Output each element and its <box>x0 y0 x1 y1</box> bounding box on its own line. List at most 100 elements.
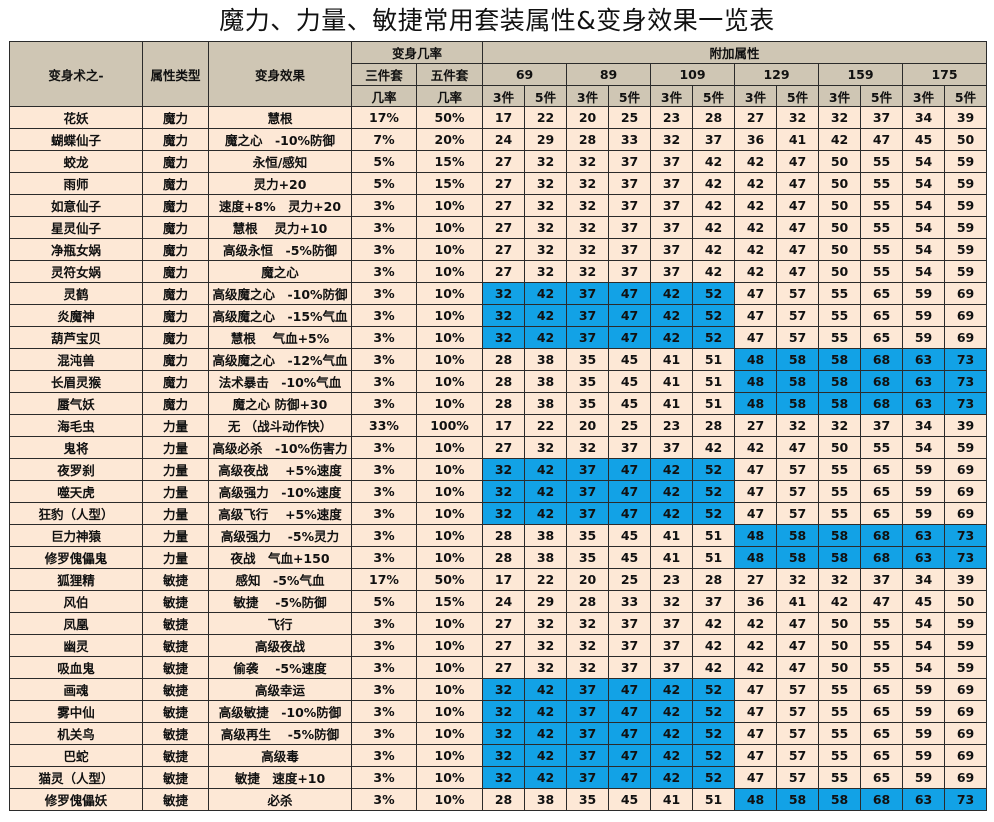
header-level: 89 <box>566 63 652 86</box>
cell-bonus: 37 <box>650 260 694 283</box>
cell-bonus: 47 <box>776 194 820 217</box>
table-row: 蛟龙 魔力 永恒/感知 5% 15% 27 32 32 37 37 42 42 47 50 55 54 59 <box>9 150 988 173</box>
cell-bonus: 32 <box>566 150 610 173</box>
cell-bonus: 50 <box>818 436 862 459</box>
cell-bonus: 17 <box>482 568 526 591</box>
cell-rate-3: 3% <box>351 524 417 547</box>
cell-rate-3: 3% <box>351 612 417 635</box>
header-level: 175 <box>902 63 988 86</box>
cell-type: 敏捷 <box>142 612 209 635</box>
header-three-set: 三件套 <box>351 63 417 86</box>
cell-bonus: 27 <box>482 260 526 283</box>
cell-bonus: 55 <box>860 172 904 195</box>
cell-bonus: 42 <box>650 744 694 767</box>
cell-bonus: 24 <box>482 128 526 151</box>
header-piece3: 3件 <box>818 85 862 107</box>
cell-name: 蜃气妖 <box>9 392 143 415</box>
cell-bonus: 50 <box>944 128 988 151</box>
cell-rate-5: 10% <box>415 656 484 679</box>
cell-bonus: 33 <box>608 590 652 613</box>
cell-bonus: 59 <box>902 744 946 767</box>
cell-bonus: 37 <box>650 436 694 459</box>
cell-bonus: 45 <box>608 546 652 569</box>
cell-bonus: 32 <box>566 656 610 679</box>
cell-bonus: 37 <box>608 150 652 173</box>
cell-bonus: 42 <box>524 744 568 767</box>
table-row: 葫芦宝贝 魔力 慧根 气血+5% 3% 10% 32 42 37 47 42 52 47 57 55 65 5… <box>9 326 988 349</box>
cell-bonus: 28 <box>482 788 526 811</box>
cell-effect: 慧根 气血+5% <box>208 326 352 349</box>
cell-type: 敏捷 <box>142 722 209 745</box>
cell-bonus: 59 <box>902 766 946 789</box>
cell-bonus: 37 <box>566 700 610 723</box>
table-row: 噬天虎 力量 高级强力 -10%速度 3% 10% 32 42 37 47 42 52 47 57 55 6… <box>9 480 988 503</box>
cell-bonus: 37 <box>608 194 652 217</box>
table-row: 长眉灵猴 魔力 法术暴击 -10%气血 3% 10% 28 38 35 45 41 51 48 58 58… <box>9 370 988 393</box>
cell-bonus: 37 <box>566 304 610 327</box>
cell-bonus: 55 <box>818 326 862 349</box>
table-row: 风伯 敏捷 敏捷 -5%防御 5% 15% 24 29 28 33 32 37 36 41 42 47 45 5… <box>9 590 988 613</box>
cell-bonus: 45 <box>608 348 652 371</box>
cell-bonus: 45 <box>902 128 946 151</box>
cell-rate-5: 10% <box>415 260 484 283</box>
cell-rate-5: 10% <box>415 524 484 547</box>
cell-bonus: 59 <box>944 634 988 657</box>
cell-bonus: 73 <box>944 348 988 371</box>
cell-type: 魔力 <box>142 216 209 239</box>
cell-effect: 魔之心 -10%防御 <box>208 128 352 151</box>
cell-bonus: 55 <box>860 612 904 635</box>
header-bonus-group: 附加属性 <box>482 41 988 64</box>
cell-bonus: 55 <box>860 238 904 261</box>
cell-name: 猫灵（人型） <box>9 766 143 789</box>
cell-bonus: 28 <box>692 568 736 591</box>
cell-rate-5: 10% <box>415 480 484 503</box>
cell-bonus: 42 <box>692 260 736 283</box>
cell-type: 魔力 <box>142 260 209 283</box>
cell-effect: 高级敏捷 -10%防御 <box>208 700 352 723</box>
cell-effect: 高级强力 -10%速度 <box>208 480 352 503</box>
cell-bonus: 52 <box>692 744 736 767</box>
cell-bonus: 37 <box>566 458 610 481</box>
cell-rate-5: 15% <box>415 590 484 613</box>
cell-bonus: 20 <box>566 106 610 129</box>
cell-bonus: 63 <box>902 788 946 811</box>
cell-rate-5: 10% <box>415 216 484 239</box>
cell-type: 魔力 <box>142 172 209 195</box>
cell-bonus: 52 <box>692 700 736 723</box>
table-row: 画魂 敏捷 高级幸运 3% 10% 32 42 37 47 42 52 47 57 55 65 59 69 <box>9 678 988 701</box>
cell-bonus: 28 <box>692 414 736 437</box>
cell-bonus: 45 <box>608 524 652 547</box>
cell-rate-3: 3% <box>351 656 417 679</box>
cell-bonus: 32 <box>566 194 610 217</box>
cell-name: 蝴蝶仙子 <box>9 128 143 151</box>
cell-bonus: 59 <box>902 480 946 503</box>
cell-bonus: 37 <box>650 150 694 173</box>
cell-bonus: 68 <box>860 788 904 811</box>
cell-type: 力量 <box>142 458 209 481</box>
header-piece5: 5件 <box>860 85 904 107</box>
cell-bonus: 47 <box>608 744 652 767</box>
header-level: 159 <box>818 63 904 86</box>
cell-bonus: 69 <box>944 722 988 745</box>
cell-bonus: 37 <box>608 612 652 635</box>
cell-name: 炎魔神 <box>9 304 143 327</box>
cell-bonus: 42 <box>692 656 736 679</box>
table-row: 炎魔神 魔力 高级魔之心 -15%气血 3% 10% 32 42 37 47 42 52 47 57 55… <box>9 304 988 327</box>
cell-bonus: 51 <box>692 788 736 811</box>
cell-rate-3: 3% <box>351 348 417 371</box>
cell-bonus: 54 <box>902 634 946 657</box>
cell-rate-3: 3% <box>351 260 417 283</box>
cell-bonus: 51 <box>692 392 736 415</box>
cell-bonus: 54 <box>902 260 946 283</box>
cell-bonus: 65 <box>860 282 904 305</box>
cell-effect: 偷袭 -5%速度 <box>208 656 352 679</box>
cell-bonus: 65 <box>860 480 904 503</box>
cell-name: 蛟龙 <box>9 150 143 173</box>
cell-bonus: 59 <box>944 216 988 239</box>
cell-bonus: 47 <box>734 502 778 525</box>
cell-type: 敏捷 <box>142 766 209 789</box>
cell-effect: 高级魔之心 -12%气血 <box>208 348 352 371</box>
cell-bonus: 47 <box>734 766 778 789</box>
cell-bonus: 32 <box>524 436 568 459</box>
cell-bonus: 59 <box>944 612 988 635</box>
